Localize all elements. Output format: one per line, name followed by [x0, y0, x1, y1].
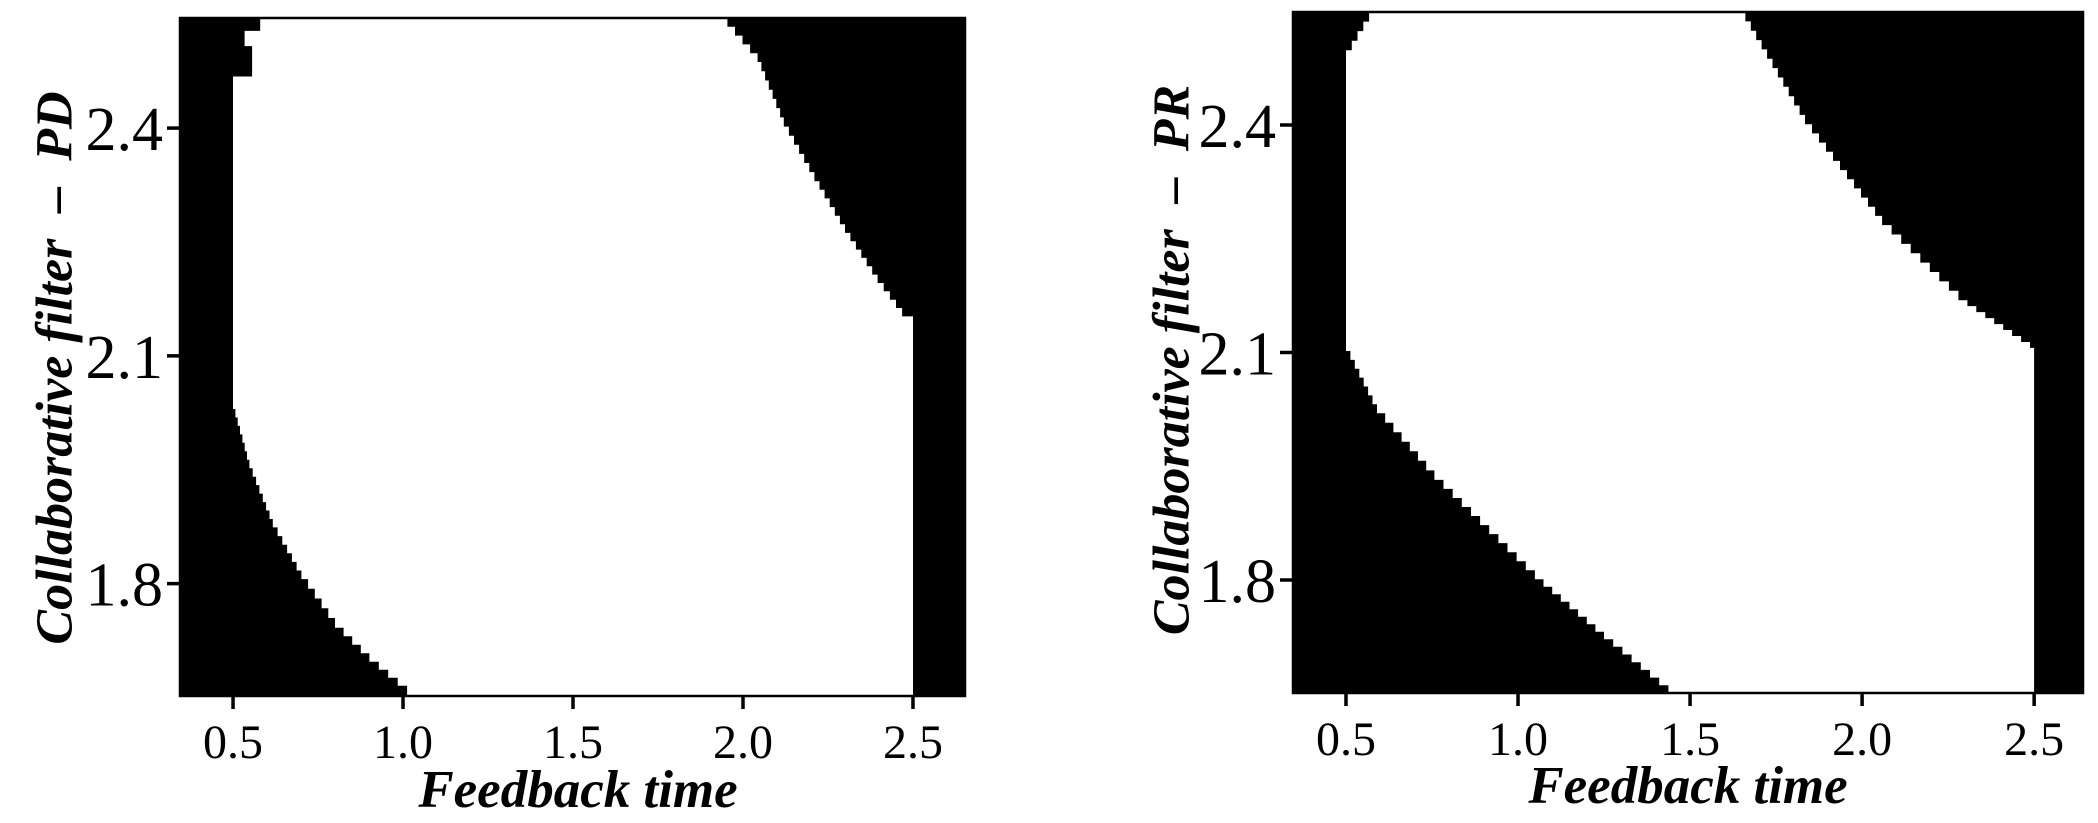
x-tick-label-PD: 0.5 — [203, 716, 263, 769]
y-tick-label-PR: 2.4 — [1199, 93, 1277, 161]
x-tick-label-PD: 1.5 — [543, 716, 603, 769]
y-tick-label-PD: 2.4 — [86, 96, 164, 164]
x-axis-label-pd: Feedback time — [418, 761, 738, 819]
region-plot-pr: 0.5 1.0 1.5 2.0 2.5 1.8 2.1 2.4 — [1199, 10, 2085, 766]
black-region-left-band-and-bottom-left-diagonal-region — [1293, 12, 1669, 693]
x-tick-label-PD: 2.0 — [713, 716, 773, 769]
x-tick-label-PD: 1.0 — [373, 716, 433, 769]
y-tick-label-PD: 2.1 — [86, 324, 164, 392]
y-tick-label-PR: 1.8 — [1199, 548, 1277, 616]
x-tick-label-PR: 1.0 — [1488, 713, 1548, 766]
x-tick-label-PR: 1.5 — [1660, 713, 1720, 766]
x-axis-label-pr: Feedback time — [1528, 757, 1848, 815]
black-region-top-right-diagonal-region-and-right-band — [1740, 12, 2083, 693]
black-region-top-right-region-and-right-band — [719, 18, 965, 696]
y-tick-label-PR: 2.1 — [1199, 321, 1277, 389]
y-axis-label-pr: Collaborative filter – PR — [1143, 84, 1201, 636]
x-tick-label-PR: 0.5 — [1316, 713, 1376, 766]
x-tick-label-PD: 2.5 — [883, 716, 943, 769]
x-tick-label-PR: 2.0 — [1832, 713, 1892, 766]
y-tick-label-PD: 1.8 — [86, 552, 164, 620]
region-plot-pd: 0.5 1.0 1.5 2.0 2.5 1.8 2.1 2.4 — [86, 16, 967, 769]
x-tick-label-PR: 2.5 — [2004, 713, 2064, 766]
black-region-left-band-and-bottom-left-region — [180, 18, 408, 696]
y-axis-label-pd: Collaborative filter – PD — [26, 91, 84, 645]
